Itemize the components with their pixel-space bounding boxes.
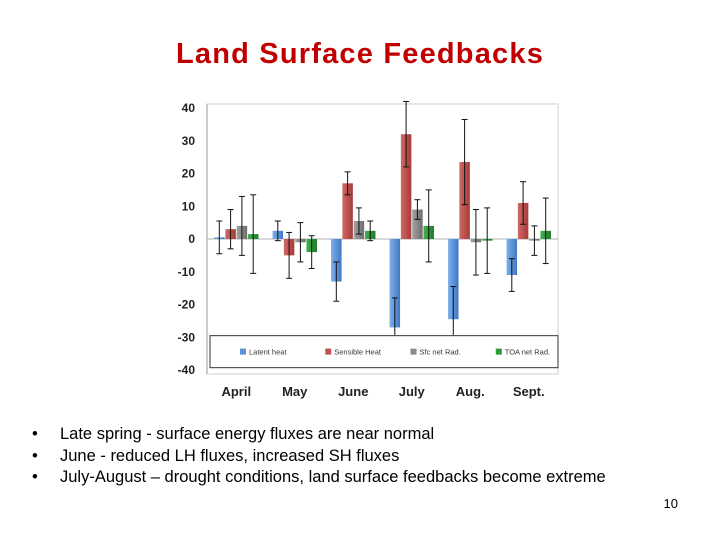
legend-swatch — [240, 348, 246, 355]
y-tick-label: -30 — [178, 330, 196, 344]
slide-title: Land Surface Feedbacks — [175, 38, 545, 70]
y-tick-label: -20 — [178, 298, 196, 312]
page-number: 10 — [663, 496, 678, 511]
bar — [448, 239, 459, 320]
bullet-symbol: • — [32, 425, 38, 443]
legend-swatch — [495, 348, 502, 355]
bullet-symbol: • — [32, 468, 38, 486]
bar — [389, 239, 401, 328]
legend-swatch — [325, 348, 332, 355]
bullet-text: June - reduced LH fluxes, increased SH f… — [60, 446, 400, 465]
bullet-item: • July-August – drought conditions, land … — [32, 467, 606, 489]
y-tick-label: 10 — [182, 199, 196, 213]
x-category-label: Sept. — [513, 384, 545, 399]
y-tick-label: 40 — [182, 101, 196, 115]
bullet-symbol: • — [32, 446, 38, 465]
legend-label: Latent heat — [249, 348, 287, 357]
bar — [506, 239, 518, 276]
x-category-label: Aug. — [456, 384, 485, 399]
bullet-item: • Late spring - surface energy fluxes are… — [32, 424, 606, 446]
legend-label: Sfc net Rad. — [420, 348, 461, 357]
bullet-list: • Late spring - surface energy fluxes are… — [32, 424, 606, 489]
legend-swatch — [410, 348, 417, 355]
y-tick-label: 30 — [182, 134, 196, 148]
legend-label: Sensible Heat — [334, 348, 382, 357]
bar — [342, 183, 353, 239]
legend-label: TOA net Rad. — [505, 348, 550, 357]
x-category-label: April — [221, 384, 251, 399]
bullet-text: Late spring - surface energy fluxes are … — [60, 425, 435, 443]
y-tick-label: 0 — [188, 232, 195, 246]
y-tick-label: -40 — [178, 363, 196, 377]
bullet-text: July-August – drought conditions, land s… — [60, 468, 606, 486]
bar — [400, 134, 412, 239]
y-tick-label: -10 — [178, 265, 196, 279]
x-category-label: May — [282, 384, 308, 399]
bar — [331, 239, 342, 282]
flux-bar-chart: Latent heat Sensible Heat Sfc net Rad. TOA … — [178, 100, 559, 399]
y-tick-label: 20 — [182, 167, 196, 181]
x-category-label: June — [338, 384, 368, 399]
bar — [412, 209, 423, 239]
bullet-item: • June - reduced LH fluxes, increased SH … — [32, 446, 606, 468]
x-category-label: July — [399, 384, 426, 399]
